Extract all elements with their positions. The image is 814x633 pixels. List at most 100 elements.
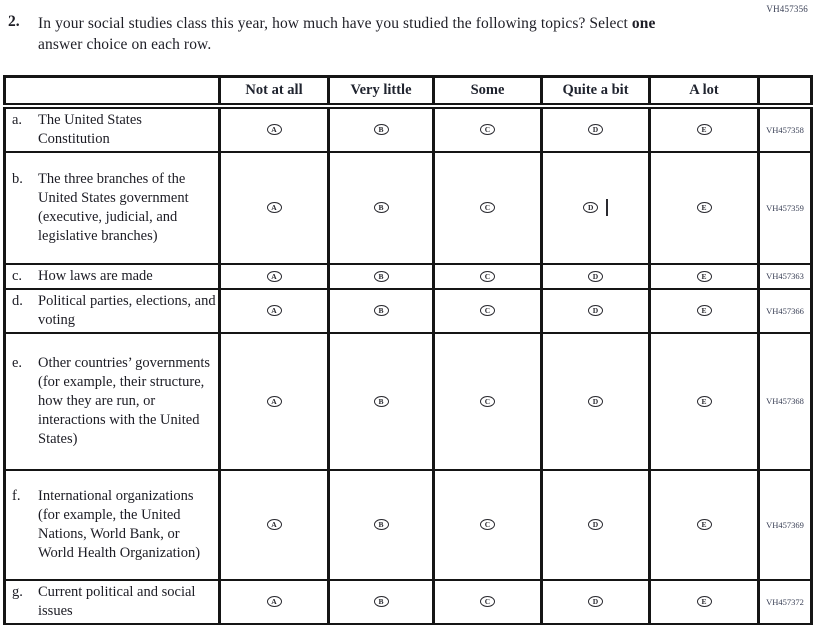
row-letter: g. [12, 583, 23, 600]
table-row: c. How laws are made A B C D E VH457363 [3, 262, 813, 290]
option-cell: D [540, 150, 651, 265]
option-cell: A [218, 468, 330, 581]
answer-bubble-c[interactable]: C [480, 596, 495, 608]
option-cell: D [540, 262, 651, 290]
question-text-end: answer choice on each row. [38, 36, 212, 53]
option-cell: C [432, 287, 543, 334]
column-header-very-little: Very little [327, 75, 435, 109]
row-code: VH457372 [757, 578, 813, 625]
question-text-start: In your social studies class this year, … [38, 15, 632, 32]
topic-cell: g. Current political and social issues [3, 578, 221, 625]
option-cell: C [432, 150, 543, 265]
page-accession-code: VH457356 [766, 4, 808, 14]
answer-bubble-d[interactable]: D [583, 202, 599, 214]
survey-matrix-table: Not at all Very little Some Quite a bit A lo… [3, 75, 813, 625]
answer-bubble-a[interactable]: A [266, 202, 282, 214]
option-cell: A [218, 150, 330, 265]
option-cell: D [540, 468, 651, 581]
topic-cell: d. Political parties, elections, and vot… [3, 287, 221, 334]
table-row: b. The three branches of the United Stat… [3, 150, 813, 265]
row-code: VH457359 [757, 150, 813, 265]
answer-bubble-e[interactable]: E [696, 519, 712, 531]
answer-bubble-d[interactable]: D [588, 519, 603, 531]
option-cell: D [540, 331, 651, 471]
row-letter: d. [12, 292, 23, 309]
answer-bubble-b[interactable]: B [373, 596, 389, 608]
topic-column-header [3, 75, 221, 109]
option-cell: B [327, 578, 435, 625]
answer-bubble-d[interactable]: D [588, 124, 603, 136]
option-cell: B [327, 150, 435, 265]
answer-bubble-e[interactable]: E [696, 124, 712, 136]
answer-bubble-c[interactable]: C [480, 124, 495, 136]
question-number: 2. [8, 13, 20, 30]
answer-bubble-d[interactable]: D [588, 270, 603, 282]
table-row: e. Other countries’ governments (for exa… [3, 331, 813, 471]
answer-bubble-c[interactable]: C [480, 395, 495, 407]
answer-bubble-e[interactable]: E [696, 270, 712, 282]
option-cell: D [540, 578, 651, 625]
column-header-a-lot: A lot [648, 75, 760, 109]
option-cell: B [327, 331, 435, 471]
answer-bubble-c[interactable]: C [480, 270, 495, 282]
answer-bubble-a[interactable]: A [266, 596, 282, 608]
header-row: Not at all Very little Some Quite a bit A lo… [3, 75, 813, 109]
row-code: VH457358 [757, 104, 813, 153]
answer-bubble-e[interactable]: E [696, 596, 712, 608]
question: 2. In your social studies class this yea… [8, 13, 708, 55]
answer-bubble-a[interactable]: A [266, 124, 282, 136]
option-cell: D [540, 287, 651, 334]
answer-bubble-a[interactable]: A [266, 519, 282, 531]
answer-bubble-a[interactable]: A [266, 395, 282, 407]
column-header-not-at-all: Not at all [218, 75, 330, 109]
row-letter: e. [12, 354, 23, 371]
answer-bubble-b[interactable]: B [373, 519, 389, 531]
option-cell: D [540, 104, 651, 153]
option-cell: C [432, 578, 543, 625]
answer-bubble-b[interactable]: B [373, 124, 389, 136]
row-topic-label: Other countries’ governments (for exampl… [38, 354, 211, 447]
code-column-header [757, 75, 813, 109]
row-letter: c. [12, 267, 23, 284]
option-cell: B [327, 287, 435, 334]
answer-bubble-a[interactable]: A [266, 270, 282, 282]
answer-bubble-c[interactable]: C [480, 305, 495, 317]
option-cell: C [432, 468, 543, 581]
answer-bubble-b[interactable]: B [373, 395, 389, 407]
answer-bubble-e[interactable]: E [696, 305, 712, 317]
answer-bubble-d[interactable]: D [588, 395, 603, 407]
option-cell: E [648, 287, 760, 334]
option-cell: B [327, 262, 435, 290]
answer-bubble-c[interactable]: C [480, 202, 495, 214]
option-cell: E [648, 262, 760, 290]
option-cell: C [432, 104, 543, 153]
topic-cell: f. International organizations (for exam… [3, 468, 221, 581]
answer-bubble-b[interactable]: B [373, 305, 389, 317]
row-topic-label: Current political and social issues [38, 583, 196, 619]
row-topic-label: The three branches of the United States … [38, 170, 189, 244]
answer-bubble-b[interactable]: B [373, 202, 389, 214]
row-topic-label: The United States Constitution [38, 111, 142, 147]
answer-bubble-a[interactable]: A [266, 305, 282, 317]
answer-bubble-c[interactable]: C [480, 519, 495, 531]
option-cell: C [432, 331, 543, 471]
option-cell: A [218, 578, 330, 625]
option-cell: A [218, 287, 330, 334]
row-letter: a. [12, 111, 23, 128]
option-cell: E [648, 331, 760, 471]
answer-bubble-b[interactable]: B [373, 270, 389, 282]
answer-bubble-d[interactable]: D [588, 305, 603, 317]
row-topic-label: Political parties, elections, and voting [38, 292, 216, 328]
topic-cell: b. The three branches of the United Stat… [3, 150, 221, 265]
answer-bubble-d[interactable]: D [588, 596, 603, 608]
row-code: VH457368 [757, 331, 813, 471]
row-code: VH457363 [757, 262, 813, 290]
row-topic-label: How laws are made [38, 267, 153, 284]
topic-cell: a. The United States Constitution [3, 104, 221, 153]
option-cell: E [648, 578, 760, 625]
question-text-bold: one [631, 15, 656, 32]
answer-bubble-e[interactable]: E [696, 202, 712, 214]
topic-cell: e. Other countries’ governments (for exa… [3, 331, 221, 471]
answer-bubble-e[interactable]: E [696, 395, 712, 407]
